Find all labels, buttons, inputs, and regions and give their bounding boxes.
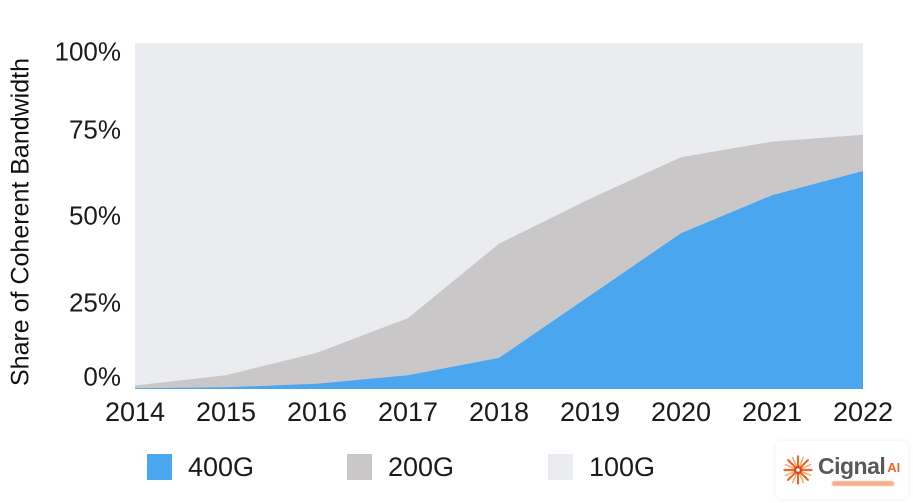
legend-swatch-100g (548, 454, 573, 480)
x-axis-ticks: 2014 2015 2016 2017 2018 2019 2020 2021 2022 (0, 397, 913, 429)
y-axis-ticks: 0% 25% 50% 75% 100% (0, 37, 127, 392)
x-tick-label: 2014 (104, 397, 166, 427)
y-tick-label: 0% (83, 361, 121, 392)
y-tick-label: 50% (68, 200, 121, 231)
area-400g (135, 171, 863, 389)
x-tick-label: 2016 (286, 397, 348, 427)
legend-item-200g: 200G (347, 451, 454, 483)
y-tick-label: 25% (68, 287, 121, 317)
plot-area (135, 43, 863, 389)
x-tick-label: 2019 (559, 397, 621, 427)
legend-swatch-400g (147, 454, 172, 480)
x-tick-label: 2018 (468, 397, 530, 427)
y-tick-label: 100% (54, 36, 122, 67)
cignal-ai-logo: Cignal AI (776, 441, 908, 499)
legend-label: 200G (388, 452, 455, 482)
logo-starburst-icon (783, 455, 813, 485)
logo-suffix-text: AI (887, 459, 901, 475)
legend-label: 400G (188, 452, 255, 482)
legend-swatch-200g (347, 454, 372, 480)
logo-text: Cignal AI (818, 452, 901, 486)
legend-item-400g: 400G (147, 451, 254, 483)
chart-legend: 400G 200G 100G (0, 451, 913, 487)
x-tick-label: 2020 (650, 397, 712, 427)
logo-brand-text: Cignal (818, 452, 886, 479)
x-tick-label: 2022 (832, 397, 894, 427)
legend-label: 100G (589, 452, 656, 482)
x-tick-label: 2015 (195, 397, 257, 427)
y-tick-label: 75% (68, 114, 121, 144)
x-tick-label: 2017 (377, 397, 439, 427)
logo-tagline (832, 480, 894, 486)
legend-item-100g: 100G (548, 451, 655, 483)
stacked-area-chart (135, 43, 863, 389)
x-tick-label: 2021 (741, 397, 803, 427)
